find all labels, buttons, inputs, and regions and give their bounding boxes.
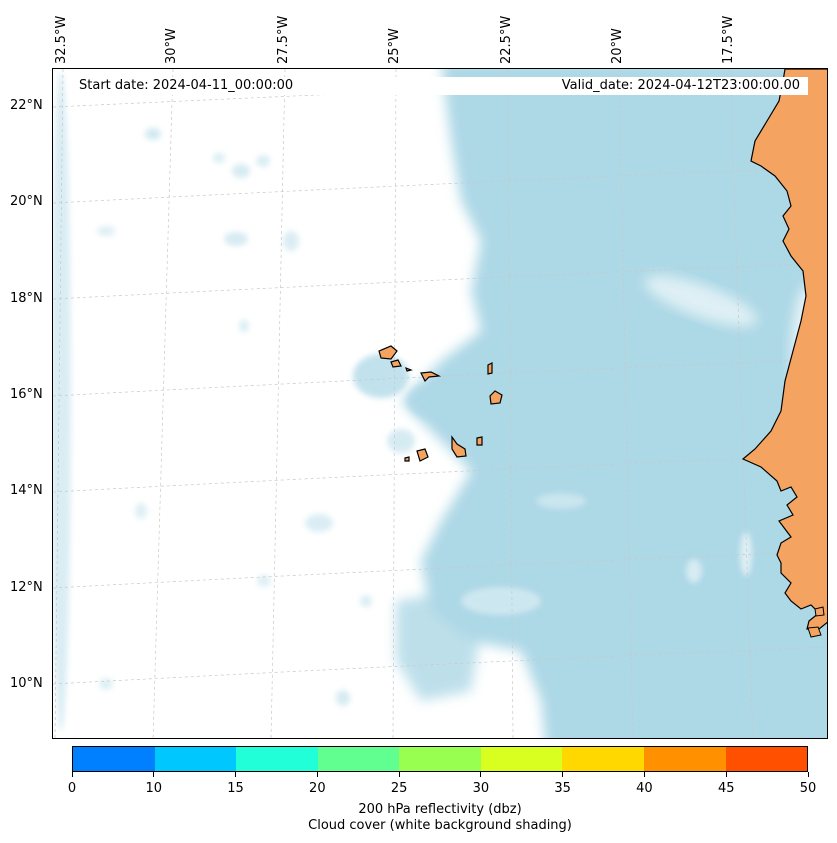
colorbar-tick-mark — [71, 772, 73, 777]
lat-label-12n: 12°N — [10, 580, 43, 595]
colorbar-tick-label: 10 — [145, 781, 163, 796]
lat-label-14n: 14°N — [10, 483, 43, 498]
lon-label-20w: 20°W — [610, 28, 625, 64]
colorbar-tick-mark — [807, 772, 809, 777]
lon-label-30w: 30°W — [164, 28, 179, 64]
graticule — [53, 69, 827, 738]
colorbar-tick-mark — [153, 772, 155, 777]
colorbar-segment-4 — [399, 747, 481, 771]
colorbar-tick-label: 15 — [227, 781, 244, 796]
date-header-strip — [72, 77, 808, 95]
valid-date-label: Valid_date: 2024-04-12T23:00:00.00 — [561, 78, 800, 93]
colorbar-tick-label: 35 — [554, 781, 571, 796]
colorbar-tick-mark — [562, 772, 564, 777]
colorbar-tick-mark — [643, 772, 645, 777]
colorbar-tick-label: 25 — [390, 781, 408, 796]
colorbar-tick-label: 45 — [717, 781, 735, 796]
lon-label-25w: 25°W — [387, 28, 402, 64]
island-maio — [476, 436, 483, 446]
colorbar-tick-label: 30 — [472, 781, 490, 796]
map-canvas — [53, 69, 827, 738]
west-africa-land — [741, 69, 827, 630]
start-date-label: Start date: 2024-04-11_00:00:00 — [79, 78, 294, 93]
island-sao-nicolau — [420, 371, 442, 383]
island-sao-vicente — [390, 359, 402, 368]
island-brava — [404, 456, 410, 462]
reflectivity-colorbar — [72, 746, 808, 772]
lat-label-18n: 18°N — [10, 291, 43, 306]
colorbar-tick-mark — [480, 772, 482, 777]
lon-label-22-5w: 22.5°W — [499, 15, 514, 64]
lat-label-22n: 22°N — [10, 98, 43, 113]
colorbar-tick-label: 50 — [799, 781, 817, 796]
lat-label-10n: 10°N — [10, 676, 43, 691]
lon-label-27-5w: 27.5°W — [276, 15, 291, 64]
bijagos-islands — [807, 626, 822, 638]
lon-label-32-5w: 32.5°W — [54, 15, 69, 64]
cloud-cover-shading — [53, 69, 827, 738]
island-santo-antao — [378, 345, 398, 360]
island-boa-vista — [489, 390, 503, 405]
colorbar-segment-0 — [73, 747, 155, 771]
colorbar-title: 200 hPa reflectivity (dbz) — [358, 802, 522, 817]
colorbar-tick-label: 20 — [309, 781, 326, 796]
colorbar-tick-mark — [725, 772, 727, 777]
island-sal — [487, 362, 493, 375]
colorbar-segment-3 — [317, 747, 400, 771]
lat-label-20n: 20°N — [10, 194, 43, 209]
colorbar-segment-6 — [562, 747, 644, 771]
colorbar-tick-mark — [398, 772, 400, 777]
colorbar-segment-8 — [725, 747, 808, 771]
lon-label-17-5w: 17.5°W — [721, 15, 736, 64]
colorbar-segment-5 — [480, 747, 563, 771]
colorbar-tick-mark — [235, 772, 237, 777]
island-santa-luzia — [405, 366, 413, 372]
island-fogo — [416, 448, 429, 462]
colorbar-tick-label: 40 — [636, 781, 653, 796]
island-santiago — [451, 435, 467, 458]
map-panel[interactable] — [52, 68, 828, 739]
colorbar-tick-label: 0 — [67, 781, 77, 796]
cabo-verde-islands — [378, 345, 503, 462]
colorbar-segment-7 — [643, 747, 726, 771]
colorbar-subtitle: Cloud cover (white background shading) — [308, 818, 572, 833]
coastal-island-1 — [814, 606, 825, 617]
colorbar-segment-1 — [154, 747, 237, 771]
colorbar-tick-mark — [316, 772, 318, 777]
lat-label-16n: 16°N — [10, 387, 43, 402]
colorbar-segment-2 — [236, 747, 318, 771]
